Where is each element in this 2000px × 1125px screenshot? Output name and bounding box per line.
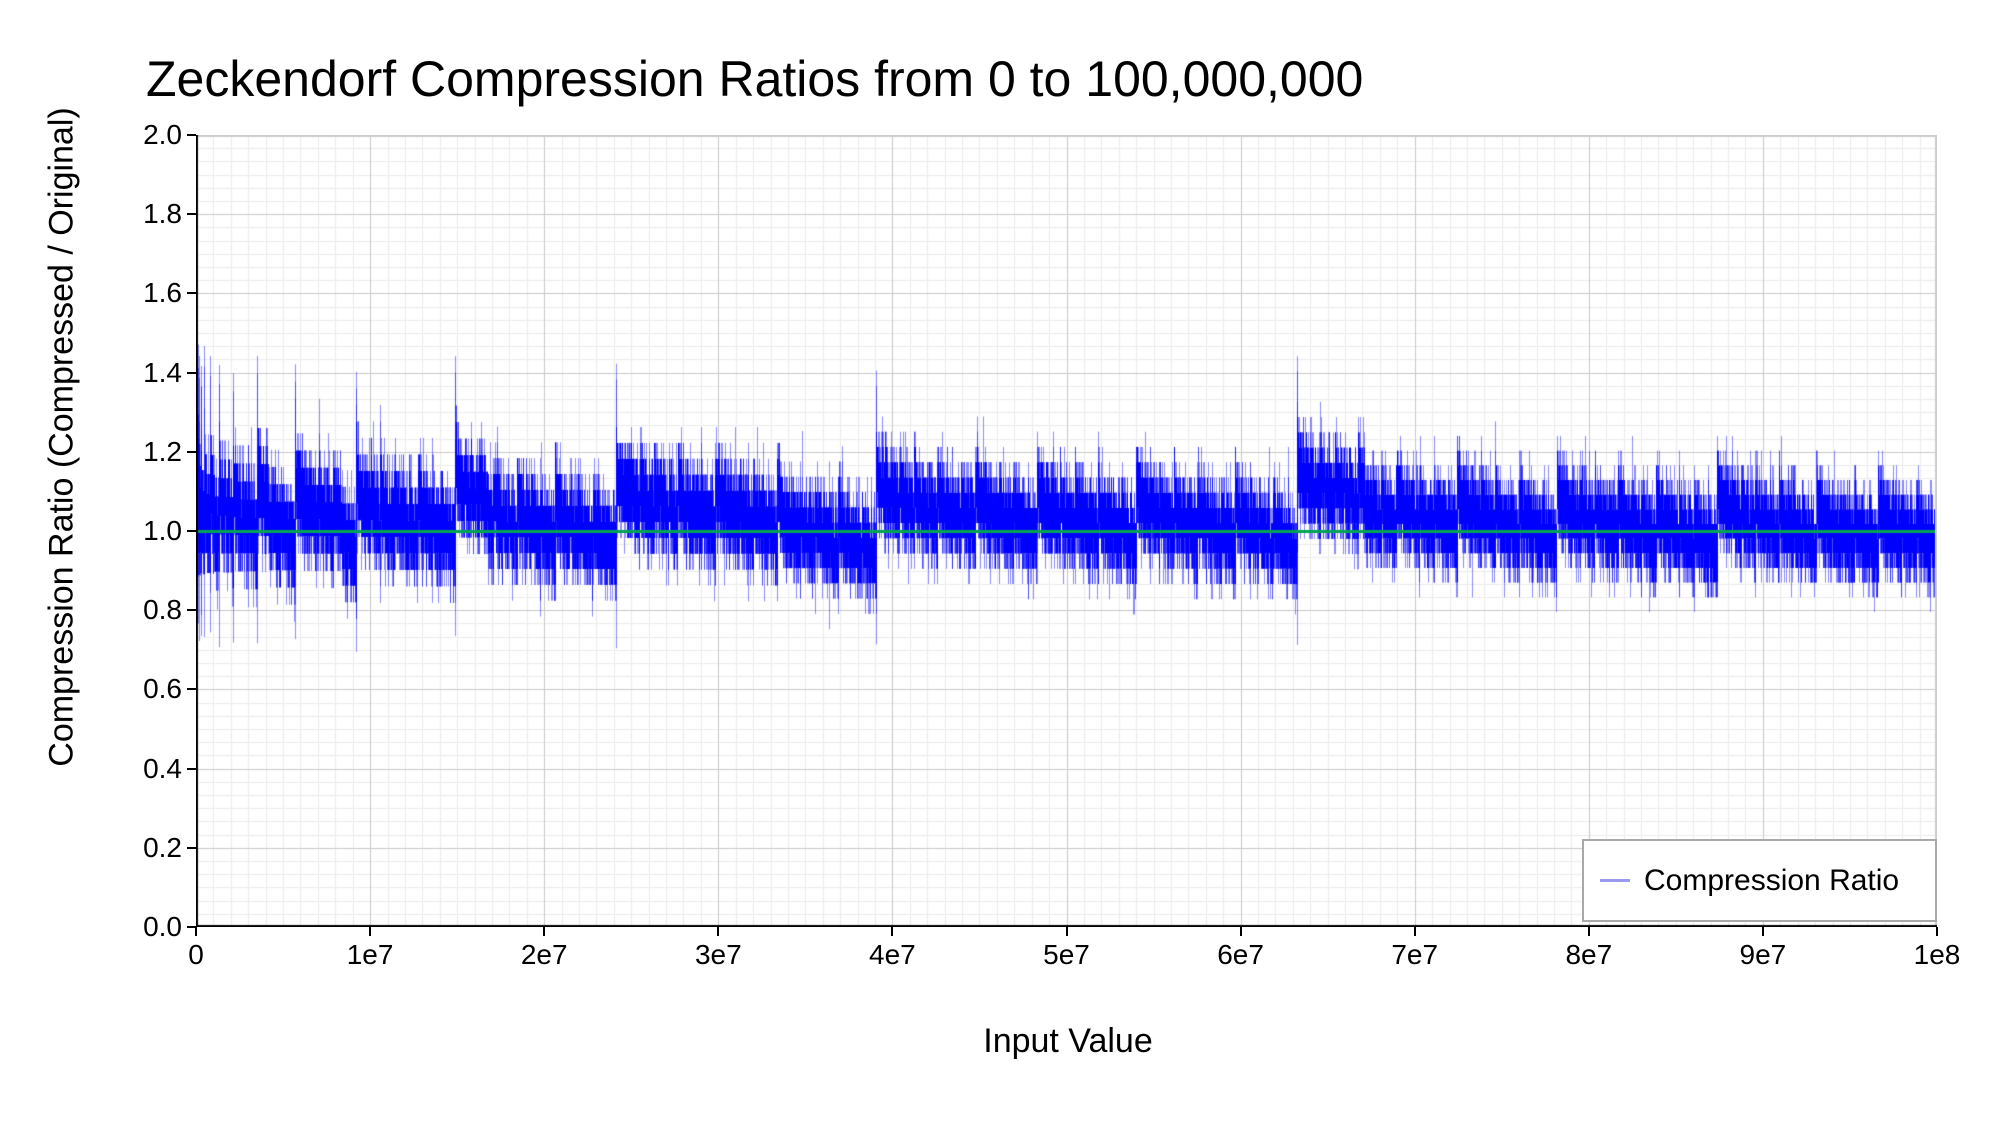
y-tick-label: 1.2	[143, 435, 182, 467]
plot-area	[196, 135, 1937, 927]
plot-canvas	[196, 135, 1937, 927]
y-tick-label: 0.8	[143, 594, 182, 626]
x-tick-label: 1e8	[1913, 939, 1961, 970]
x-tick-mark	[1413, 927, 1416, 936]
x-tick-mark	[1936, 927, 1938, 936]
x-tick-label: 2e7	[520, 939, 568, 970]
y-tick-mark	[187, 530, 196, 532]
y-tick-label: 0.4	[143, 752, 182, 784]
x-tick-label: 5e7	[1043, 939, 1090, 970]
x-tick-label: 7e7	[1391, 939, 1439, 970]
x-tick-mark	[891, 927, 894, 936]
legend: Compression Ratio	[1582, 839, 1937, 922]
y-tick-label: 0.0	[143, 911, 182, 942]
legend-line-icon	[1600, 879, 1630, 882]
y-tick-mark	[187, 450, 196, 453]
y-tick-label: 0.6	[143, 673, 182, 705]
y-tick-label: 0.2	[143, 831, 182, 863]
x-tick-label: 1e7	[346, 939, 394, 970]
x-tick-mark	[717, 927, 720, 936]
x-tick-mark	[543, 927, 546, 936]
y-tick-label: 1.4	[143, 356, 182, 388]
y-tick-label: 1.6	[143, 277, 182, 309]
x-tick-mark	[1065, 927, 1068, 936]
x-tick-mark	[1239, 927, 1242, 936]
y-tick-label: 1.0	[143, 515, 182, 546]
y-tick-label: 2.0	[143, 119, 182, 150]
x-tick-label: 8e7	[1565, 939, 1613, 970]
x-tick-label: 9e7	[1739, 939, 1787, 970]
x-tick-label: 3e7	[694, 939, 742, 970]
y-tick-mark	[187, 926, 196, 928]
y-axis-label: Compression Ratio (Compressed / Original…	[42, 107, 81, 767]
y-tick-mark	[187, 609, 196, 612]
x-axis-label: Input Value	[983, 1022, 1153, 1060]
legend-label: Compression Ratio	[1644, 863, 1900, 897]
y-tick-label: 1.8	[143, 198, 182, 230]
y-tick-mark	[187, 371, 196, 374]
x-tick-mark	[1587, 927, 1590, 936]
chart-title: Zeckendorf Compression Ratios from 0 to …	[146, 51, 1364, 107]
y-tick-mark	[187, 134, 196, 136]
y-tick-mark	[187, 846, 196, 849]
x-tick-label: 0	[188, 939, 204, 970]
x-tick-mark	[195, 927, 197, 936]
x-tick-mark	[369, 927, 372, 936]
y-tick-mark	[187, 292, 196, 295]
y-tick-mark	[187, 688, 196, 691]
x-tick-label: 4e7	[869, 939, 916, 970]
y-tick-mark	[187, 213, 196, 216]
x-tick-label: 6e7	[1217, 939, 1264, 970]
y-tick-mark	[187, 767, 196, 770]
x-tick-mark	[1761, 927, 1764, 936]
